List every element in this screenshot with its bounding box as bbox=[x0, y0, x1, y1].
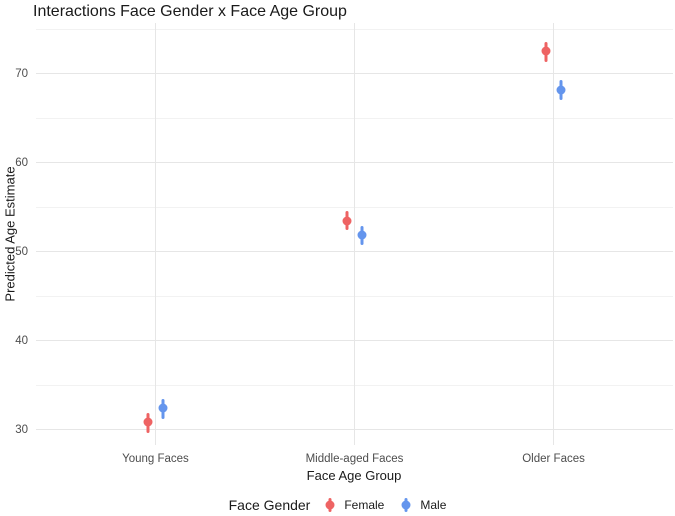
legend-label: Male bbox=[420, 498, 447, 512]
x-tick-label: Middle-aged Faces bbox=[305, 453, 404, 465]
legend-label: Female bbox=[344, 498, 385, 512]
legend-key-icon bbox=[322, 496, 338, 514]
point-female bbox=[342, 216, 352, 226]
chart-title: Interactions Face Gender x Face Age Grou… bbox=[33, 3, 347, 20]
legend-items: Female Male bbox=[322, 496, 446, 514]
legend-item-female: Female bbox=[322, 496, 384, 514]
y-tick-label: 60 bbox=[15, 156, 28, 169]
y-axis-title: Predicted Age Estimate bbox=[2, 166, 18, 302]
y-tick-label: 40 bbox=[15, 334, 28, 347]
gridline-category bbox=[154, 23, 156, 445]
legend-item-male: Male bbox=[398, 496, 446, 514]
plot-panel bbox=[36, 23, 673, 445]
point-female bbox=[541, 46, 551, 56]
gridline-category bbox=[354, 23, 355, 445]
legend-title: Face Gender bbox=[228, 497, 311, 513]
y-tick-label: 70 bbox=[15, 67, 28, 80]
y-tick-label: 50 bbox=[15, 245, 28, 258]
legend: Face Gender Female Male bbox=[0, 494, 675, 516]
x-tick-label: Older Faces bbox=[522, 453, 585, 465]
gridline-category bbox=[553, 23, 555, 445]
x-axis-title: Face Age Group bbox=[306, 468, 402, 483]
legend-key-icon bbox=[398, 496, 414, 514]
point-female bbox=[143, 417, 153, 427]
y-tick-label: 30 bbox=[15, 423, 28, 436]
point-male bbox=[158, 403, 168, 413]
point-male bbox=[556, 85, 566, 95]
point-male bbox=[357, 230, 367, 240]
x-tick-label: Young Faces bbox=[122, 453, 189, 465]
